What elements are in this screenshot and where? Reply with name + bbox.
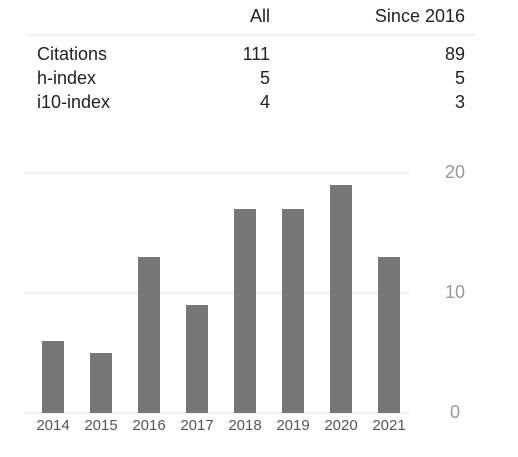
cell-value: 4 <box>260 92 270 112</box>
cell-value: 89 <box>445 44 465 64</box>
x-tick-label: 2014 <box>36 417 69 434</box>
bar <box>186 305 208 413</box>
cell-value: 111 <box>243 44 270 64</box>
column-header: Since 2016 <box>375 6 465 26</box>
x-tick-label: 2016 <box>132 417 165 434</box>
row-label: h-index <box>37 68 96 88</box>
bar <box>42 341 64 413</box>
bar <box>282 209 304 413</box>
x-tick-label: 2021 <box>372 417 405 434</box>
row-label: i10-index <box>37 92 110 112</box>
y-tick-label: 20 <box>445 162 465 182</box>
y-tick-label: 10 <box>445 282 465 302</box>
bar <box>90 353 112 413</box>
row-label: Citations <box>37 44 107 64</box>
x-tick-label: 2017 <box>180 417 213 434</box>
bar <box>138 257 160 413</box>
column-header: All <box>250 6 270 26</box>
cell-value: 5 <box>260 68 270 88</box>
x-tick-label: 2018 <box>228 417 261 434</box>
y-tick-label: 0 <box>450 402 460 422</box>
bar <box>378 257 400 413</box>
x-tick-label: 2015 <box>84 417 117 434</box>
bar <box>234 209 256 413</box>
cell-value: 5 <box>455 68 465 88</box>
cell-value: 3 <box>455 92 465 112</box>
bar <box>330 185 352 413</box>
x-tick-label: 2019 <box>276 417 309 434</box>
x-tick-label: 2020 <box>324 417 357 434</box>
